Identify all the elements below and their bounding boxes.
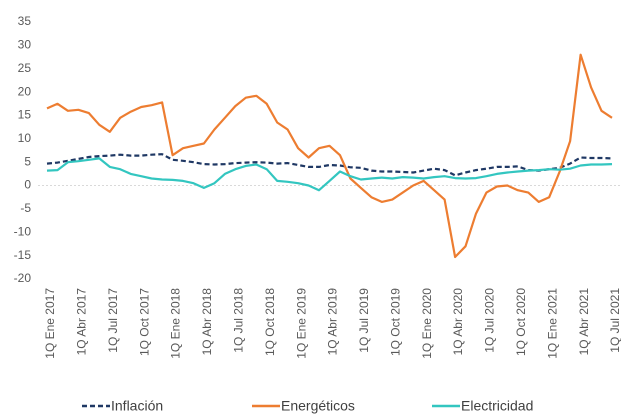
series-line [46, 157, 613, 192]
y-tick-label: 25 [18, 61, 32, 75]
x-tick-label: 1Q Ene 2017 [43, 288, 57, 359]
x-tick-label: 1Q Jul 2021 [608, 288, 621, 353]
x-tick-label: 1Q Oct 2020 [514, 288, 528, 356]
x-tick-label: 1Q Oct 2018 [263, 288, 277, 356]
x-tick-label: 1Q Ene 2019 [294, 288, 308, 359]
x-tick-label: 1Q Jul 2017 [106, 288, 120, 353]
x-tick-label: 1Q Abr 2017 [75, 288, 89, 356]
x-tick-label: 1Q Abr 2018 [200, 288, 214, 356]
y-tick-label: -20 [14, 271, 32, 285]
y-tick-label: 15 [18, 108, 32, 122]
y-tick-label: -15 [14, 248, 32, 262]
y-tick-label: -10 [14, 224, 32, 238]
y-tick-label: -5 [20, 201, 31, 215]
x-tick-label: 1Q Ene 2021 [545, 288, 559, 359]
legend-label: Electricidad [461, 398, 533, 414]
series-line [46, 153, 613, 177]
x-tick-label: 1Q Abr 2021 [577, 288, 591, 356]
y-tick-label: 35 [18, 14, 32, 28]
x-tick-label: 1Q Jul 2019 [357, 288, 371, 353]
y-tick-label: 10 [18, 131, 32, 145]
series-line [46, 53, 613, 259]
legend-label: Inflación [111, 398, 163, 414]
x-tick-label: 1Q Oct 2019 [388, 288, 402, 356]
y-tick-label: 30 [18, 38, 32, 52]
legend-label: Energéticos [281, 398, 355, 414]
x-tick-label: 1Q Abr 2020 [451, 288, 465, 356]
y-tick-label: 20 [18, 84, 32, 98]
y-tick-label: 5 [24, 154, 31, 168]
x-tick-label: 1Q Abr 2019 [326, 288, 340, 356]
x-tick-label: 1Q Ene 2018 [169, 288, 183, 359]
x-tick-label: 1Q Jul 2018 [232, 288, 246, 353]
x-tick-label: 1Q Oct 2017 [137, 288, 151, 356]
x-tick-label: 1Q Jul 2020 [483, 288, 497, 353]
y-tick-label: 0 [24, 178, 31, 192]
x-tick-label: 1Q Ene 2020 [420, 288, 434, 359]
